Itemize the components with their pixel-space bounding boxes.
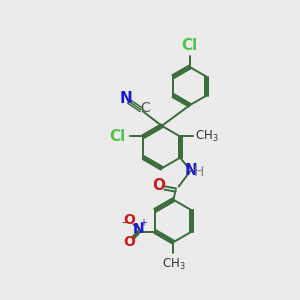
Text: O: O [124,235,135,249]
Text: C: C [140,101,150,115]
Text: CH$_3$: CH$_3$ [161,256,185,272]
Text: +: + [139,218,147,228]
Text: N: N [133,222,145,236]
Text: N: N [185,164,197,178]
Text: O: O [152,178,165,194]
Text: CH$_3$: CH$_3$ [195,129,219,144]
Text: N: N [120,91,133,106]
Text: -: - [122,217,126,230]
Text: Cl: Cl [110,129,126,144]
Text: Cl: Cl [182,38,198,53]
Text: H: H [194,165,204,179]
Text: O: O [124,213,135,227]
